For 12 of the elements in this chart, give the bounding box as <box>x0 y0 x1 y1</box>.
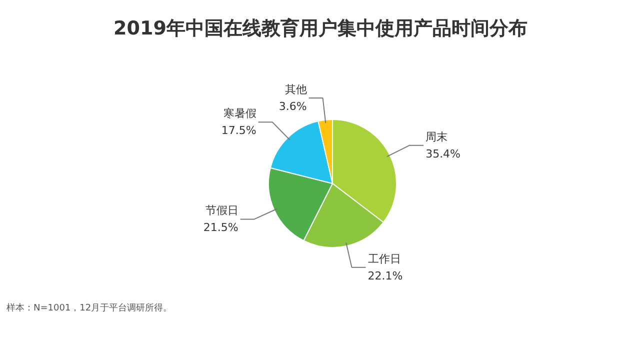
slice-label: 其他 <box>284 83 307 96</box>
data-label: 3.6% <box>278 100 307 114</box>
chart-title: 2019年中国在线教育用户集中使用产品时间分布 <box>114 18 528 40</box>
slice-label: 节假日 <box>205 204 238 218</box>
data-label: 35.4% <box>426 147 461 160</box>
data-label: 17.5% <box>221 124 256 138</box>
slice-label: 工作日 <box>368 252 401 266</box>
data-label: 21.5% <box>203 221 238 234</box>
slice-label: 寒暑假 <box>223 107 256 120</box>
slice-label: 周末 <box>426 130 448 144</box>
data-label: 22.1% <box>368 269 403 282</box>
text: 样本：N=1001，12月于平台调研所得。 <box>6 302 172 314</box>
